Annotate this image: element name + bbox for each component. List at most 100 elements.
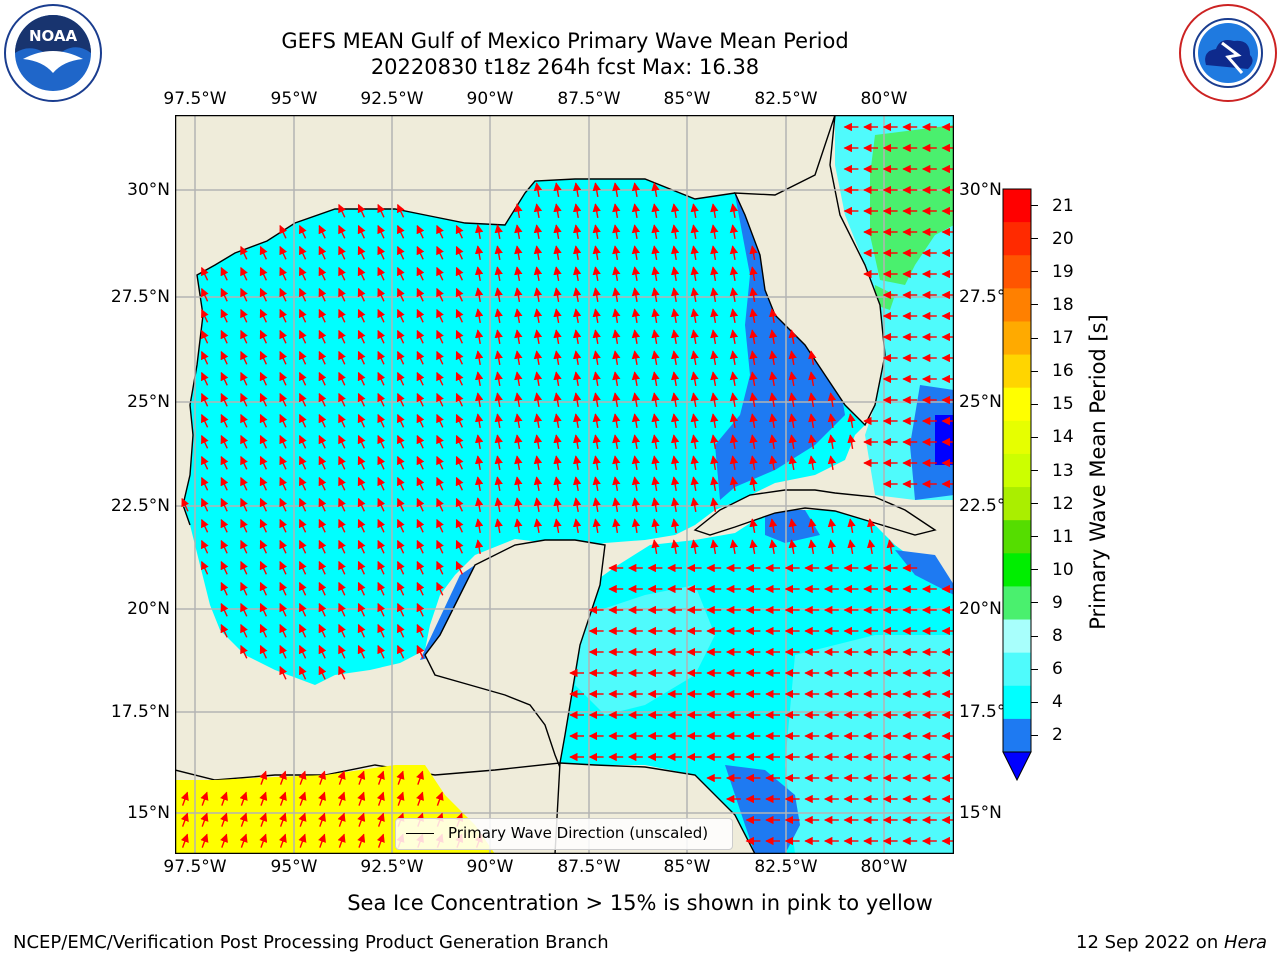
wave-arrow [651, 497, 660, 513]
wave-arrow [788, 329, 797, 345]
wave-arrow [240, 581, 248, 596]
colorbar-segment [1003, 222, 1031, 256]
wave-arrow [533, 224, 543, 240]
wave-arrow [259, 602, 268, 617]
wave-arrow [338, 476, 346, 491]
wave-arrow [279, 245, 288, 260]
colorbar-tick-label: 9 [1052, 592, 1063, 613]
wave-arrow [749, 245, 758, 261]
colorbar-tick-mark [1031, 470, 1038, 471]
wave-arrow [396, 791, 405, 806]
wave-arrow [474, 434, 484, 450]
wave-arrow [710, 392, 719, 408]
wave-arrow [494, 476, 503, 492]
wave-arrow [729, 287, 739, 303]
wave-arrow [416, 476, 425, 491]
caribbean-light-zone-east [785, 635, 954, 854]
wave-arrow [749, 518, 758, 534]
colorbar-tick-label: 17 [1052, 328, 1074, 349]
wave-arrow [220, 581, 229, 596]
wave-arrow [436, 287, 444, 302]
wave-arrow [357, 203, 366, 218]
wave-arrow [397, 623, 405, 638]
wave-arrow [847, 434, 856, 450]
wave-arrow [397, 224, 405, 239]
wave-arrow [259, 266, 268, 281]
wave-arrow [572, 518, 582, 534]
colorbar-segment [1003, 255, 1031, 289]
wave-arrow [397, 581, 405, 596]
wave-arrow [397, 476, 405, 491]
wave-arrow [259, 539, 268, 554]
wave-arrow [631, 497, 641, 513]
wave-arrow [514, 413, 523, 429]
wave-arrow [397, 266, 405, 281]
wave-arrow [397, 434, 405, 449]
wave-arrow [298, 770, 307, 785]
colorbar-tick-label: 10 [1052, 559, 1074, 580]
wave-arrow [788, 371, 797, 387]
wave-arrow [651, 203, 660, 219]
colorbar-tick-mark [1031, 701, 1038, 703]
wave-arrow [533, 497, 543, 513]
wave-arrow [357, 539, 366, 554]
wave-arrow [612, 455, 621, 471]
wave-arrow [299, 497, 307, 512]
wave-arrow [299, 581, 307, 596]
wave-arrow [808, 539, 817, 555]
wave-arrow [357, 245, 366, 260]
wave-arrow [631, 266, 641, 282]
wave-arrow [299, 518, 307, 533]
wave-arrow [299, 455, 307, 470]
wave-arrow [729, 266, 739, 282]
wave-arrow [338, 245, 346, 260]
wave-arrow [377, 581, 386, 596]
lon-tick-label: 82.5°W [754, 89, 818, 109]
wave-arrow [572, 476, 582, 492]
wave-arrow [533, 350, 543, 366]
wave-arrow [201, 308, 209, 323]
wave-arrow [259, 518, 268, 533]
wave-arrow [318, 602, 327, 617]
wave-arrow [710, 413, 719, 429]
wave-arrow [357, 581, 366, 596]
wave-arrow [494, 308, 503, 324]
wave-arrow [572, 329, 582, 345]
wave-arrow [416, 518, 425, 533]
colorbar-segment [1003, 619, 1031, 654]
gridlines [175, 115, 954, 854]
colorbar-segment [1003, 685, 1031, 720]
wave-arrow [827, 413, 837, 429]
wave-arrow [338, 518, 346, 533]
wave-arrow [259, 476, 268, 491]
wave-arrow [279, 329, 288, 344]
wave-arrow [572, 413, 582, 429]
wave-arrow [651, 476, 660, 492]
colorbar-tick-mark [1031, 337, 1038, 339]
wave-arrow [259, 308, 268, 323]
wave-arrow [436, 245, 444, 260]
wave-arrow [279, 539, 288, 554]
wave-arrow [318, 833, 326, 848]
wave-arrow [338, 203, 346, 218]
wave-arrow [239, 833, 248, 848]
wave-arrow [220, 287, 229, 302]
wave-arrow [259, 455, 268, 470]
wave-arrow [533, 245, 543, 261]
wave-arrow [690, 329, 699, 345]
wave-arrow [592, 497, 601, 513]
wave-arrow [357, 623, 366, 638]
wave-arrow [318, 812, 326, 827]
wave-arrow [338, 497, 346, 512]
wave-arrow [827, 434, 837, 450]
wave-arrow [670, 350, 680, 366]
wave-arrow [749, 350, 758, 366]
wave-arrow [690, 350, 699, 366]
wave-arrow [397, 602, 405, 617]
wave-arrow [416, 350, 425, 365]
wave-arrow [710, 287, 719, 303]
wave-arrow [690, 203, 699, 219]
wave-arrow [436, 518, 444, 533]
wave-arrow [220, 791, 228, 806]
wave-arrow [240, 350, 248, 365]
